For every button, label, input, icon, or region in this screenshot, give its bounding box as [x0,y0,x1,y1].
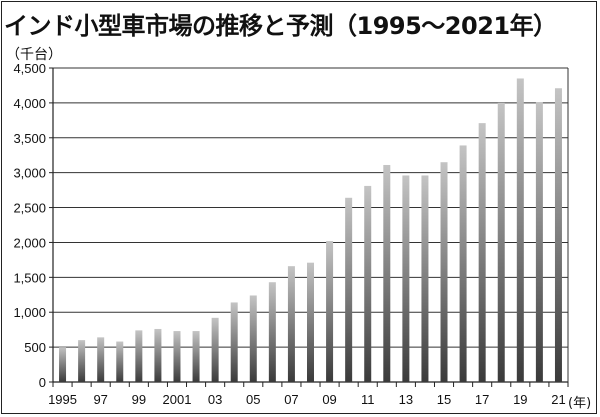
x-tick-label: 21 [551,392,565,407]
bar [154,328,162,382]
bar [78,340,86,382]
bar [402,175,410,382]
bar [554,88,562,382]
x-tick-label: 13 [399,392,413,407]
x-tick-label: 99 [132,392,146,407]
y-tick-label: 3,500 [13,131,46,146]
x-tick-label: 03 [208,392,222,407]
bar [497,102,505,382]
bar [383,164,391,382]
chart-title: インド小型車市場の推移と予測（1995〜2021年） [4,12,557,40]
x-tick-label: 17 [475,392,489,407]
bar [440,162,448,382]
x-tick-label: 2001 [163,392,192,407]
y-tick-label: 2,000 [13,235,46,250]
bar [59,347,67,382]
x-tick-label: 05 [246,392,260,407]
y-tick-label: 3,000 [13,166,46,181]
x-tick-label: 11 [361,392,375,407]
bar [211,317,219,382]
bar [230,302,238,382]
bar [192,331,200,382]
bar [307,262,314,382]
bar [249,295,257,382]
bar [478,123,486,382]
bar [116,341,124,382]
y-tick-label: 0 [39,375,46,390]
y-tick-label: 4,500 [13,61,46,76]
x-tick-label: 15 [437,392,451,407]
x-tick-label: 19 [513,392,527,407]
bar [97,337,105,382]
bar [364,185,372,382]
y-tick-label: 1,000 [13,305,46,320]
y-axis-unit-label: （千台） [6,47,62,63]
bar [268,282,276,382]
bar [287,266,295,382]
x-tick-label: 09 [322,392,336,407]
y-tick-label: 2,500 [13,201,46,216]
y-tick-label: 4,000 [13,96,46,111]
y-tick-label: 1,500 [13,270,46,285]
bar [516,78,524,382]
bar [459,145,467,382]
bar [345,197,353,382]
bar [421,175,429,382]
bar [326,241,334,382]
x-tick-label: 97 [93,392,107,407]
y-tick-label: 500 [24,340,46,355]
x-tick-label: 07 [284,392,298,407]
bar [135,330,143,382]
x-axis-unit-label: (年) [568,396,592,411]
bar [535,102,543,383]
bar [173,331,181,382]
x-tick-label: 1995 [48,392,77,407]
